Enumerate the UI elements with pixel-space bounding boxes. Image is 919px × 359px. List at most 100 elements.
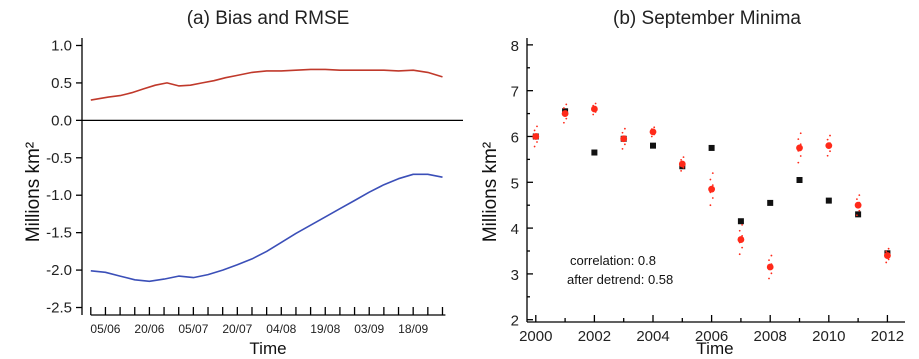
observed-point (737, 218, 744, 225)
model-ensemble-dot (711, 172, 714, 175)
model-ensemble-dot (623, 127, 626, 130)
panel-b-ylabel: Millions km² (480, 142, 501, 242)
observed-point (591, 149, 598, 156)
model-point (854, 201, 862, 209)
model-point-group (590, 102, 598, 116)
panel-a-xtick-label: 05/06 (90, 322, 120, 336)
model-ensemble-dot (829, 134, 831, 137)
panel-b-ytick-label: 5 (511, 175, 519, 192)
model-ensemble-dot (826, 154, 829, 157)
model-ensemble-dot (682, 166, 685, 169)
model-ensemble-dot (711, 197, 714, 199)
panel-b-xtick-label: 2008 (754, 328, 787, 345)
model-point (796, 144, 803, 152)
model-ensemble-dot (565, 117, 568, 120)
panel-a-xtick-label: 18/09 (398, 322, 428, 336)
model-ensemble-dot (709, 204, 712, 207)
model-point (884, 252, 891, 259)
model-ensemble-dot (562, 107, 565, 109)
panel-a-xtick-label: 20/06 (134, 322, 164, 336)
model-ensemble-dot (768, 277, 770, 280)
model-ensemble-dot (770, 254, 773, 257)
model-ensemble-dot (829, 150, 831, 153)
model-point-group (884, 247, 891, 264)
model-point-group (620, 127, 628, 150)
model-point-group (708, 172, 716, 207)
observed-point (855, 211, 862, 218)
panel-a-ytick-label: 1.0 (51, 37, 72, 54)
model-ensemble-dot (533, 129, 536, 132)
panel-b-ytick-label: 6 (511, 129, 519, 146)
observed-point (650, 142, 656, 149)
panel-b-xtick-label: 2012 (871, 328, 904, 345)
observed-point (708, 144, 715, 151)
model-ensemble-dot (887, 258, 890, 261)
model-point (561, 110, 569, 117)
panel-a-ytick-label: -0.5 (46, 150, 72, 167)
model-point-group (678, 156, 686, 172)
panel-a-ytick-label: -1.5 (46, 225, 72, 242)
model-ensemble-dot (741, 223, 744, 226)
model-ensemble-dot (858, 194, 861, 197)
observed-point (825, 197, 832, 204)
model-ensemble-dot (799, 155, 802, 157)
model-point-group (796, 132, 803, 164)
model-point (678, 160, 686, 168)
model-ensemble-dot (738, 253, 741, 256)
model-ensemble-dot (885, 250, 888, 253)
panel-b-xtick-label: 2010 (812, 328, 845, 345)
model-ensemble-dot (738, 229, 741, 232)
model-ensemble-dot (826, 138, 829, 141)
panel-a: (a) Bias and RMSE Millions km² Time 1.0 0… (23, 8, 463, 358)
model-ensemble-dot (562, 121, 565, 124)
panel-b: (b) September Minima Millions km² Time c… (480, 8, 905, 358)
model-point (532, 133, 540, 140)
panel-a-xtick-label: 19/08 (310, 322, 340, 336)
model-point (708, 185, 716, 193)
model-point (766, 263, 774, 271)
panel-a-ytick-label: -2.5 (46, 300, 72, 317)
panel-b-xtick-label: 2002 (578, 328, 611, 345)
rmse-line (90, 68, 443, 101)
model-point-group (825, 134, 833, 157)
observed-point (767, 199, 774, 206)
model-ensemble-dot (565, 103, 568, 106)
annotation-correlation: correlation: 0.8 (570, 253, 656, 268)
model-ensemble-dot (592, 113, 595, 116)
model-ensemble-dot (797, 161, 800, 164)
panel-a-series (90, 68, 443, 283)
model-ensemble-dot (682, 156, 685, 158)
model-ensemble-dot (858, 209, 861, 212)
model-ensemble-dot (621, 131, 624, 134)
model-ensemble-dot (768, 259, 770, 262)
model-ensemble-dot (711, 184, 714, 187)
model-ensemble-dot (799, 132, 802, 135)
model-point-group (854, 194, 862, 217)
observed-point (796, 177, 803, 183)
panel-a-xtick-label: 03/09 (354, 322, 384, 336)
panel-b-ytick-label: 4 (511, 221, 519, 238)
panel-b-ytick-label: 2 (511, 313, 519, 330)
model-ensemble-dot (536, 141, 538, 143)
panel-b-xtick-label: 2000 (519, 328, 552, 345)
panel-a-ticks: 1.0 0.5 0.0 -0.5 -1.0 -1.5 -2.0 -2.5 05/06 20/06 0… (46, 37, 463, 336)
panel-b-ytick-label: 3 (511, 267, 519, 284)
panel-a-title: (a) Bias and RMSE (187, 8, 350, 29)
model-ensemble-dot (680, 158, 683, 161)
panel-a-xtick-label: 20/07 (222, 322, 252, 336)
model-ensemble-dot (797, 138, 800, 141)
model-ensemble-dot (770, 272, 773, 275)
model-point (620, 135, 628, 143)
model-point-group (737, 223, 745, 256)
panel-b-ticks: 2 3 4 5 6 7 8 2000 2002 2004 2006 2008 2010 2012 (511, 38, 905, 345)
model-ensemble-dot (856, 214, 858, 217)
model-ensemble-dot (885, 261, 888, 264)
panel-a-ytick-label: 0.0 (51, 112, 72, 129)
model-ensemble-dot (680, 169, 683, 172)
panel-a-ylabel: Millions km² (23, 142, 44, 242)
panel-b-xtick-label: 2006 (695, 328, 728, 345)
panel-a-ytick-label: -1.0 (46, 187, 72, 204)
model-ensemble-dot (887, 247, 890, 250)
